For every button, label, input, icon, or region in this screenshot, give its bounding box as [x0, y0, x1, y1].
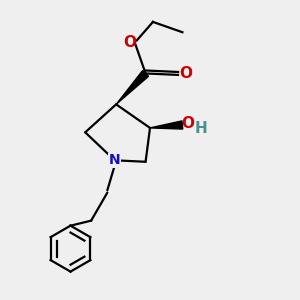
Text: N: N: [109, 153, 121, 167]
Polygon shape: [150, 121, 183, 129]
Text: O: O: [179, 66, 192, 81]
Polygon shape: [116, 70, 148, 104]
Text: H: H: [194, 121, 207, 136]
Text: O: O: [181, 116, 194, 131]
Text: O: O: [124, 35, 136, 50]
